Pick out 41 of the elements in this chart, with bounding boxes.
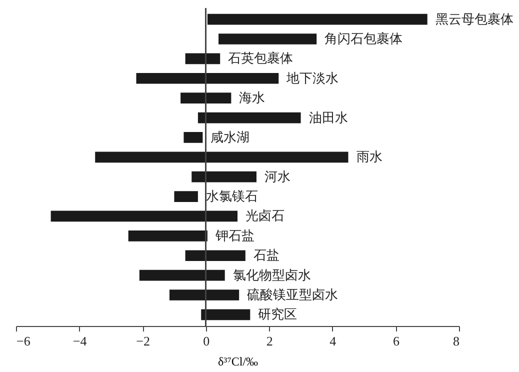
y-tick-label: 黑云母包裹体 [435, 11, 514, 26]
y-tick-label: 油田水 [308, 110, 348, 125]
x-tick-label: 8 [453, 334, 460, 348]
bar [136, 72, 279, 84]
x-axis-title: δ³⁷Cl/‰ [218, 354, 258, 368]
y-tick-label: 海水 [239, 90, 266, 106]
y-tick-label: 角闪石包裹体 [324, 31, 403, 46]
y-tick-label: 钾石盐 [214, 228, 254, 243]
bar [207, 14, 428, 25]
y-tick-label: 氯化物型卤水 [232, 267, 311, 282]
bar [50, 210, 238, 222]
bar [169, 290, 240, 300]
y-tick-label: 光卤石 [246, 208, 284, 224]
bar [139, 270, 225, 281]
y-tick-label: 河水 [264, 168, 290, 184]
bar [185, 53, 220, 64]
bar [218, 34, 317, 44]
x-tick-label: 2 [266, 334, 273, 348]
bar [174, 191, 198, 202]
y-tick-label: 咸水湖 [210, 129, 250, 144]
y-tick-label: 石盐 [253, 248, 280, 263]
x-tick-label: −6 [16, 334, 31, 348]
y-tick-label: 地下淡水 [286, 70, 339, 86]
y-tick-label: 石英包裹体 [228, 50, 294, 66]
bar [185, 250, 246, 262]
y-tick-label: 硫酸镁亚型卤水 [247, 286, 338, 302]
bar [184, 132, 203, 143]
bar [128, 230, 208, 242]
x-tick-label: 4 [330, 334, 337, 348]
bar [198, 112, 301, 124]
x-tick-label: −4 [72, 334, 88, 348]
bar [192, 171, 256, 182]
y-tick-label: 雨水 [356, 149, 382, 164]
x-tick-label: 0 [203, 334, 210, 348]
y-tick-label: 研究区 [258, 306, 298, 322]
bar [95, 152, 348, 163]
bar [180, 92, 232, 104]
x-tick-label: −2 [136, 334, 150, 348]
y-tick-label: 水氯镁石 [206, 188, 258, 204]
x-tick-label: 6 [392, 334, 400, 348]
bar [201, 309, 250, 320]
